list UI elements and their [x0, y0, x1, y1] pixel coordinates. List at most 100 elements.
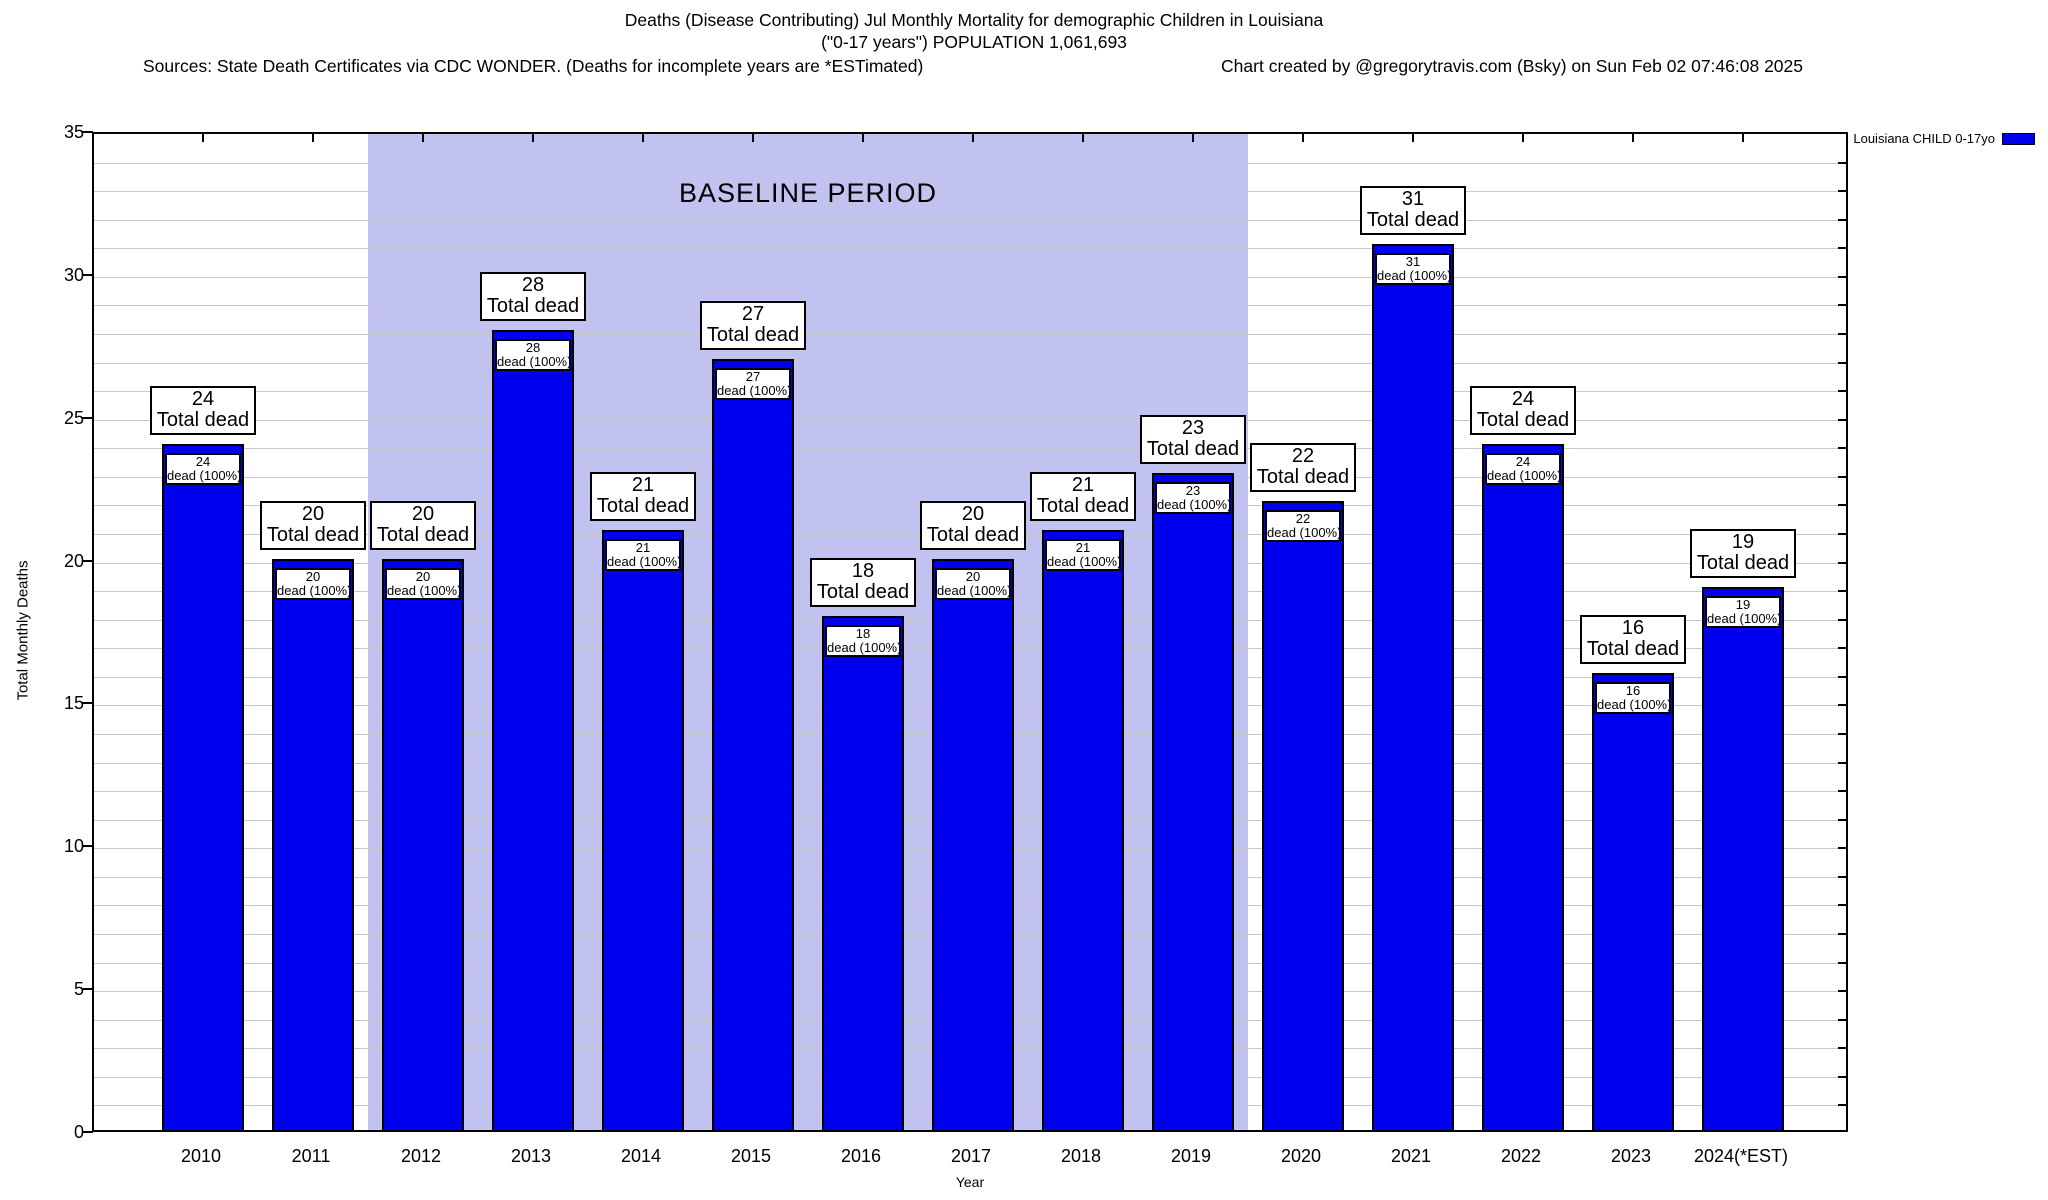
inner-dead-value: 31 — [1405, 254, 1421, 270]
top-axis-tick-2017 — [972, 134, 974, 142]
top-axis-tick-2010 — [202, 134, 204, 142]
total-dead-value: 24 — [191, 388, 215, 411]
right-axis-tick — [1838, 790, 1846, 793]
x-tick-label-2022: 2022 — [1500, 1146, 1542, 1166]
bar-inner-label-2019: 23 dead (100%) — [1155, 481, 1232, 514]
y-tick-label-5: 5 — [73, 979, 84, 1000]
bar-2016 — [822, 615, 904, 1130]
right-axis-tick — [1838, 361, 1846, 364]
x-tick-label-2010: 2010 — [180, 1146, 222, 1166]
total-dead-value: 31 — [1401, 188, 1425, 211]
x-tick-label-2020: 2020 — [1280, 1146, 1322, 1166]
right-axis-tick — [1838, 847, 1846, 850]
right-axis-tick — [1838, 447, 1846, 450]
right-axis-tick — [1838, 1104, 1846, 1107]
right-axis-tick — [1838, 533, 1846, 535]
inner-dead-caption: dead (100%) — [167, 468, 242, 484]
y-tick-label-0: 0 — [73, 1122, 84, 1142]
total-dead-caption: Total dead — [1696, 552, 1790, 575]
gridline-y-31 — [94, 248, 1846, 250]
inner-dead-caption: dead (100%) — [1377, 268, 1452, 284]
gridline-y-32 — [94, 219, 1846, 221]
inner-dead-value: 16 — [1625, 682, 1641, 698]
bar-total-label-2018: 21 Total dead — [1030, 472, 1136, 521]
bar-total-label-2013: 28 Total dead — [480, 272, 586, 321]
inner-dead-value: 22 — [1295, 511, 1311, 527]
inner-dead-value: 27 — [745, 368, 761, 384]
total-dead-caption: Total dead — [926, 523, 1020, 546]
gridline-y-30 — [94, 276, 1846, 278]
bar-2012 — [382, 558, 464, 1130]
right-axis-tick — [1838, 418, 1846, 421]
x-tick-label-2013: 2013 — [510, 1146, 552, 1166]
baseline-period-label: BASELINE PERIOD — [678, 178, 938, 208]
total-dead-value: 21 — [631, 474, 655, 496]
inner-dead-caption: dead (100%) — [387, 582, 462, 598]
inner-dead-value: 24 — [1515, 454, 1531, 470]
right-axis-tick — [1838, 961, 1846, 964]
inner-dead-value: 20 — [965, 568, 981, 584]
right-axis-tick — [1838, 1047, 1846, 1050]
right-axis-tick — [1838, 1075, 1846, 1078]
bar-inner-label-2014: 21 dead (100%) — [605, 539, 681, 571]
total-dead-caption: Total dead — [156, 409, 250, 432]
bar-total-label-2017: 20 Total dead — [920, 500, 1026, 550]
x-axis-title: Year — [955, 1174, 985, 1190]
inner-dead-caption: dead (100%) — [1157, 496, 1232, 512]
bar-2017 — [932, 558, 1014, 1130]
top-axis-tick-2012 — [422, 134, 424, 142]
x-tick-label-2019: 2019 — [1170, 1146, 1212, 1166]
right-axis-tick — [1838, 590, 1846, 593]
bar-2014 — [602, 530, 684, 1130]
total-dead-value: 21 — [1071, 474, 1095, 496]
total-dead-caption: Total dead — [266, 523, 360, 546]
right-axis-tick — [1838, 333, 1846, 335]
inner-dead-value: 28 — [525, 340, 541, 355]
inner-dead-value: 20 — [415, 568, 431, 584]
inner-dead-value: 18 — [855, 625, 871, 641]
gridline-y-26 — [94, 391, 1846, 393]
inner-dead-caption: dead (100%) — [1707, 611, 1782, 627]
top-axis-tick-2019 — [1192, 134, 1194, 142]
total-dead-value: 27 — [741, 302, 765, 325]
total-dead-value: 20 — [961, 502, 985, 525]
x-tick-label-2024(*EST): 2024(*EST) — [1693, 1146, 1789, 1166]
y-tick-label-15: 15 — [63, 693, 84, 714]
bar-total-label-2015: 27 Total dead — [700, 300, 806, 350]
x-tick-label-2017: 2017 — [950, 1146, 992, 1166]
bar-inner-label-2022: 24 dead (100%) — [1485, 453, 1562, 486]
bar-total-label-2010: 24 Total dead — [150, 386, 256, 436]
right-axis-tick — [1838, 390, 1846, 393]
total-dead-caption: Total dead — [816, 580, 910, 603]
right-axis-tick — [1838, 904, 1846, 907]
y-tick-mark — [82, 845, 93, 848]
total-dead-caption: Total dead — [1366, 209, 1460, 232]
right-axis-tick — [1838, 647, 1846, 650]
top-axis-tick-2018 — [1082, 134, 1084, 142]
bar-inner-label-2011: 20 dead (100%) — [275, 567, 351, 600]
bar-inner-label-2023: 16 dead (100%) — [1595, 681, 1671, 714]
legend-color-swatch-icon — [2002, 132, 2035, 145]
bar-inner-label-2024(*EST): 19 dead (100%) — [1705, 596, 1782, 629]
bar-inner-label-2015: 27 dead (100%) — [715, 367, 791, 400]
total-dead-caption: Total dead — [1256, 466, 1350, 489]
gridline-y-23 — [94, 476, 1846, 478]
total-dead-caption: Total dead — [1476, 409, 1570, 432]
total-dead-caption: Total dead — [1586, 637, 1680, 660]
bar-2010 — [162, 444, 244, 1130]
total-dead-caption: Total dead — [376, 523, 470, 546]
bar-2011 — [272, 558, 354, 1130]
total-dead-value: 18 — [851, 559, 875, 582]
bar-inner-label-2020: 22 dead (100%) — [1265, 510, 1341, 543]
right-axis-tick — [1838, 161, 1846, 164]
total-dead-caption: Total dead — [706, 323, 800, 346]
inner-dead-caption: dead (100%) — [1487, 468, 1562, 484]
bar-inner-label-2018: 21 dead (100%) — [1045, 539, 1121, 571]
legend-series-label: Louisiana CHILD 0-17yo — [1853, 131, 1995, 146]
bar-2019 — [1152, 472, 1234, 1130]
right-axis-tick — [1838, 933, 1846, 935]
y-tick-label-25: 25 — [63, 407, 84, 428]
right-axis-tick — [1838, 304, 1846, 307]
top-axis-tick-2013 — [532, 134, 534, 142]
top-axis-tick-2024(*EST) — [1742, 134, 1744, 142]
